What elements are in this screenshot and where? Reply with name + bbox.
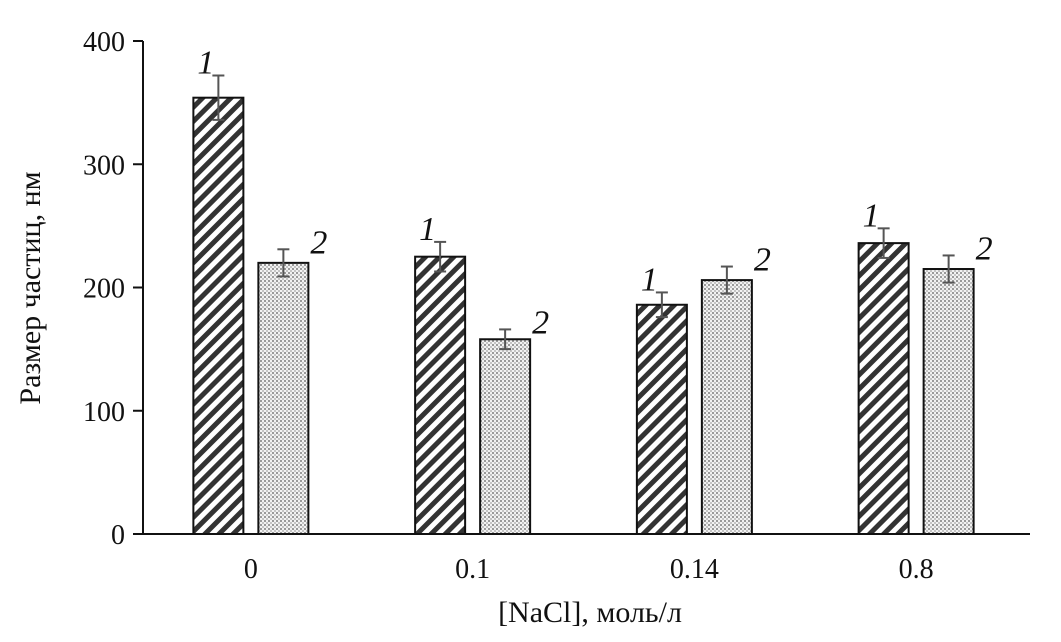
x-tick-label: 0.14 — [670, 554, 719, 585]
bar-series-1 — [635, 303, 688, 535]
series-label: 1 — [641, 261, 658, 298]
y-tick-label: 400 — [83, 27, 125, 58]
y-tick-label: 300 — [83, 150, 125, 181]
bar-series-2 — [922, 268, 975, 535]
series-label: 2 — [310, 224, 327, 261]
y-axis-title: Размер частиц, нм — [14, 171, 47, 404]
bar-series-2 — [257, 261, 310, 535]
y-tick-label: 0 — [111, 520, 125, 551]
series-label: 1 — [419, 211, 436, 248]
x-tick-label: 0 — [244, 554, 258, 585]
x-tick-label: 0.8 — [899, 554, 934, 585]
series-label: 2 — [754, 242, 771, 279]
y-tick-label: 100 — [83, 397, 125, 428]
x-axis-title: [NaCl], моль/л — [498, 596, 682, 629]
x-tick-label: 0.1 — [455, 554, 490, 585]
series-label: 2 — [532, 304, 549, 341]
series-label: 1 — [863, 197, 880, 234]
series-label: 1 — [197, 45, 214, 82]
bar-series-1 — [857, 242, 910, 535]
x-axis: 0 0.1 0.14 0.8 — [143, 533, 1030, 585]
y-axis: 0 100 200 300 400 — [83, 27, 144, 551]
series-label: 2 — [976, 230, 993, 267]
bar-series-1 — [414, 255, 467, 535]
y-tick-label: 200 — [83, 274, 125, 305]
bar-series-2 — [700, 279, 753, 536]
bar-series-1 — [192, 96, 245, 535]
bars-group: 1 2 1 2 1 2 1 2 — [192, 45, 993, 536]
bar-series-2 — [479, 338, 532, 536]
